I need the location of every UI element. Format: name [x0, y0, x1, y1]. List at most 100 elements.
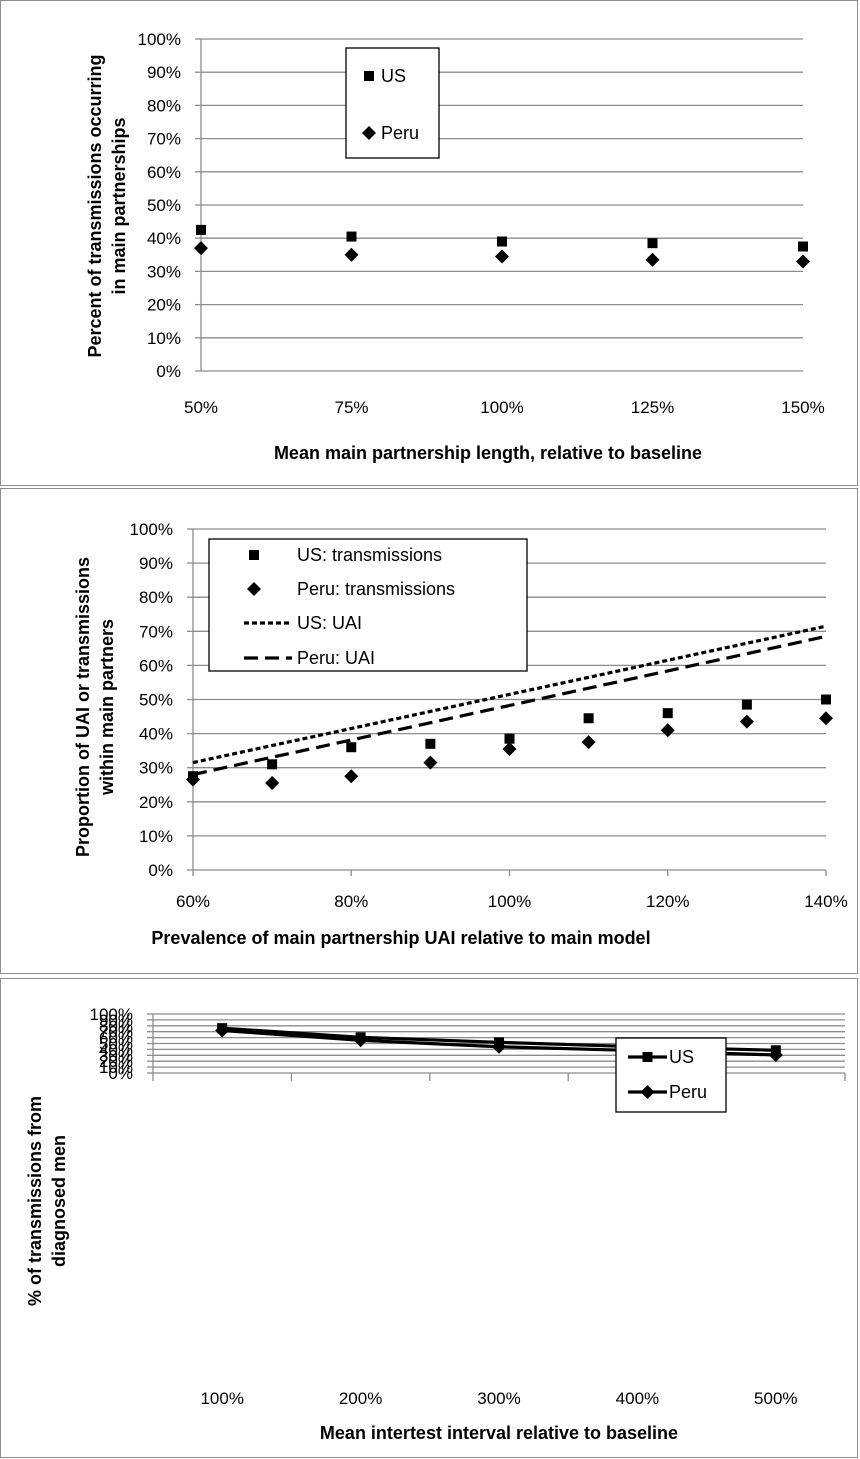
y-tick-label: 10%: [99, 1058, 133, 1077]
x-tick-label: 80%: [334, 892, 368, 911]
y-tick-label: 90%: [147, 63, 181, 82]
y-tick-label: 50%: [99, 1035, 133, 1054]
y-tick-label: 70%: [147, 130, 181, 149]
x-tick-label: 300%: [477, 1389, 520, 1408]
chart-uai-prevalence: 0% 10% 20% 30% 40% 50% 60% 70% 80% 90% 100% 60% 80% 1…: [73, 520, 848, 948]
y-tick-label: 0%: [148, 861, 173, 880]
legend-label-us: US: [669, 1047, 694, 1067]
y-axis-title-line: within main partners: [97, 619, 117, 796]
y-tick-label: 100%: [138, 30, 181, 49]
data-point-us-transmissions: [741, 699, 752, 710]
y-tick-label: 40%: [147, 229, 181, 248]
y-tick-label: 10%: [147, 329, 181, 348]
data-point-peru-transmissions: [739, 714, 754, 729]
legend-label-peru-transmissions: Peru: transmissions: [297, 579, 455, 599]
y-tick-label: 90%: [99, 1011, 133, 1030]
chart-intertest-interval: 0%10%20%30%40%50%60%70%80%90%100%100% 200…: [25, 1005, 846, 1443]
data-point-peru: [353, 1033, 368, 1048]
chart-panel-uai-prevalence: 0% 10% 20% 30% 40% 50% 60% 70% 80% 90% 100% 60% 80% 1…: [0, 488, 858, 974]
x-tick-label: 140%: [804, 892, 847, 911]
legend-label-us: US: [381, 66, 406, 86]
y-axis-title-line: Proportion of UAI or transmissions: [73, 557, 93, 857]
y-tick-label: 60%: [139, 656, 173, 675]
data-point-peru-transmissions: [581, 735, 596, 750]
y-tick-label: 10%: [139, 827, 173, 846]
legend-box: [345, 47, 440, 159]
y-axis-title-line: in main partnerships: [109, 117, 129, 294]
data-point-us: [647, 238, 658, 249]
x-tick-label: 400%: [616, 1389, 659, 1408]
data-point-us: [196, 224, 206, 235]
x-tick-label: 120%: [646, 892, 689, 911]
y-tick-label: 60%: [147, 163, 181, 182]
legend-marker-us: [642, 1052, 653, 1062]
y-tick-label: 40%: [139, 725, 173, 744]
legend-marker-peru: [640, 1085, 655, 1099]
data-point-peru: [344, 247, 359, 262]
y-tick-label: 30%: [99, 1046, 133, 1065]
legend-label-peru-uai: Peru: UAI: [297, 648, 375, 668]
x-tick-label: 150%: [781, 398, 824, 417]
x-tick-label: 500%: [754, 1389, 797, 1408]
x-axis-title: Mean intertest interval relative to base…: [320, 1423, 678, 1443]
data-point-peru-transmissions: [344, 769, 359, 784]
data-point-us-transmissions: [504, 733, 515, 744]
y-tick-label: 80%: [99, 1017, 133, 1036]
y-tick-label: 90%: [139, 554, 173, 573]
y-axis-title: % of transmissions from diagnosed men: [25, 1096, 69, 1306]
data-point-peru: [215, 1023, 230, 1038]
data-point-peru: [768, 1048, 783, 1063]
x-tick-label: 60%: [176, 892, 210, 911]
y-tick-label: 40%: [99, 1040, 133, 1059]
legend-marker-us: [364, 71, 374, 81]
y-tick-label: 100%: [130, 520, 173, 539]
x-tick-label: 50%: [184, 398, 218, 417]
y-tick-label: 20%: [139, 793, 173, 812]
legend-label-us-transmissions: US: transmissions: [297, 545, 442, 565]
legend-label-us-uai: US: UAI: [297, 613, 362, 633]
y-tick-label: 80%: [147, 96, 181, 115]
x-tick-label: 100%: [200, 1389, 243, 1408]
data-point-peru: [796, 254, 810, 269]
x-tick-label: 75%: [334, 398, 368, 417]
y-tick-label: 0%: [108, 1064, 133, 1083]
legend-marker-peru-transmissions: [247, 582, 261, 596]
y-axis-title-line: Percent of transmissions occurring: [85, 54, 105, 357]
series-line-us-uai: [192, 624, 827, 765]
data-point-us-transmissions: [821, 694, 831, 705]
data-point-peru: [495, 249, 509, 264]
legend-marker-peru: [362, 126, 376, 140]
x-tick-label: 100%: [480, 398, 523, 417]
data-point-peru-transmissions: [819, 711, 833, 726]
legend-box: [208, 538, 528, 672]
data-point-peru-transmissions: [265, 776, 280, 791]
y-tick-label: 50%: [139, 691, 173, 710]
legend-label-peru: Peru: [381, 123, 419, 143]
y-tick-label: 60%: [99, 1029, 133, 1048]
data-point-us-transmissions: [346, 742, 357, 753]
data-point-us: [497, 236, 507, 247]
y-tick-label: 20%: [99, 1052, 133, 1071]
chart-panel-main-partnership-length: 0% 10% 20% 30% 40% 50% 60% 70% 80% 90% 100% 50% 75% 1…: [0, 0, 858, 486]
x-tick-label: 100%: [488, 892, 531, 911]
legend-label-peru: Peru: [669, 1082, 707, 1102]
data-point-peru-transmissions: [186, 772, 200, 787]
data-point-us: [798, 241, 808, 252]
y-tick-label: 70%: [99, 1023, 133, 1042]
y-axis-title: Percent of transmissions occurring in mai…: [85, 54, 129, 357]
x-axis-title: Prevalence of main partnership UAI relat…: [151, 928, 650, 948]
data-point-peru-transmissions: [423, 755, 438, 770]
x-tick-label: 200%: [339, 1389, 382, 1408]
y-tick-label: 80%: [139, 588, 173, 607]
data-point-us-transmissions: [425, 738, 436, 749]
y-axis-title-line: % of transmissions from: [25, 1096, 45, 1306]
legend-marker-us-transmissions: [249, 550, 259, 560]
y-axis-title-line: diagnosed men: [49, 1135, 69, 1267]
y-tick-label: 0%: [156, 362, 181, 381]
x-axis-title: Mean main partnership length, relative t…: [274, 443, 702, 463]
data-point-peru-transmissions: [660, 723, 675, 738]
y-tick-label: 20%: [147, 296, 181, 315]
y-tick-label: 30%: [139, 759, 173, 778]
y-axis-title: Proportion of UAI or transmissions within…: [73, 557, 117, 857]
data-point-us-transmissions: [662, 708, 673, 719]
